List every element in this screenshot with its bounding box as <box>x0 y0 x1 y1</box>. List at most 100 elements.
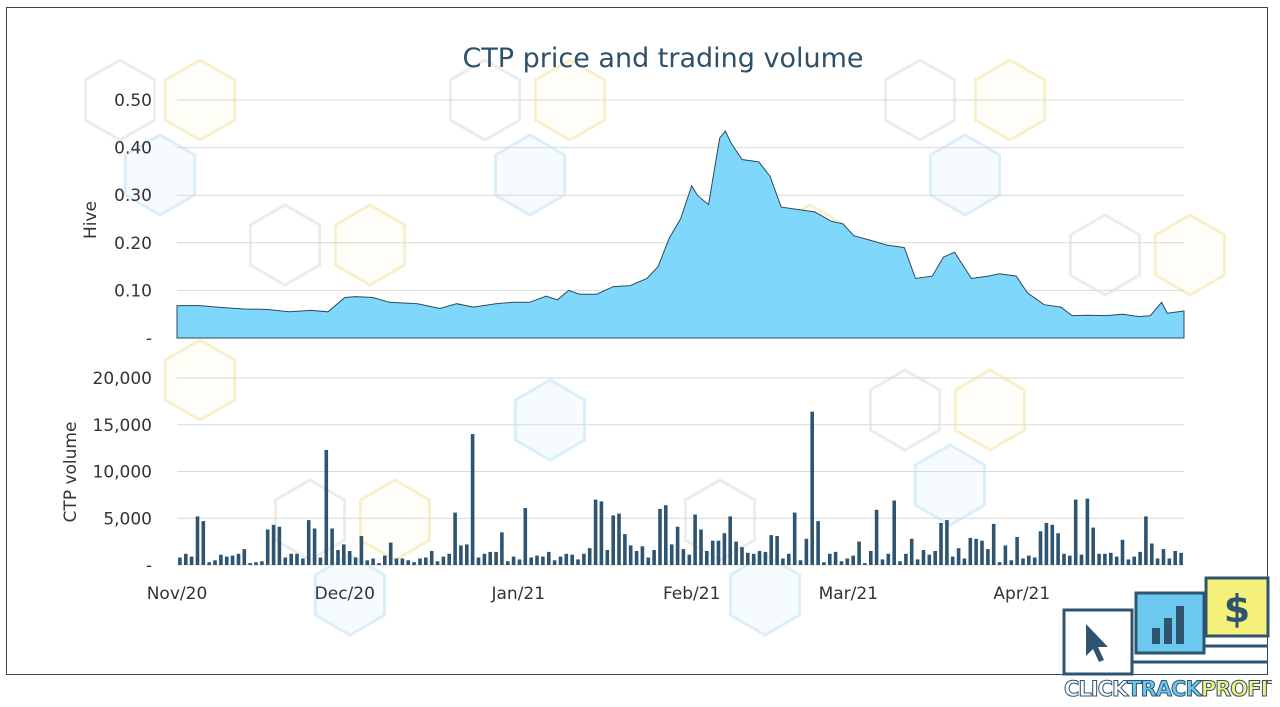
volume-bar <box>810 411 814 565</box>
watermark-hex-10 <box>333 203 407 287</box>
x-tick-label: Nov/20 <box>147 584 208 604</box>
volume-bar <box>781 558 785 565</box>
volume-bar <box>599 501 604 565</box>
volume-bar <box>792 512 797 565</box>
volume-bar <box>271 524 276 565</box>
volume-bar <box>787 553 791 565</box>
volume-bar <box>330 528 334 565</box>
volume-bar <box>880 559 885 565</box>
volume-bar <box>1167 558 1172 565</box>
volume-bar <box>1109 552 1113 565</box>
volume-bar <box>406 560 410 565</box>
watermark-hex-17 <box>953 368 1027 452</box>
volume-bar <box>611 515 615 565</box>
x-tick-label: Dec/20 <box>315 584 375 604</box>
volume-bar <box>470 434 475 565</box>
watermark-hex-20 <box>358 478 432 562</box>
watermark-hex-16 <box>868 368 942 452</box>
x-tick-label: Feb/21 <box>663 584 720 604</box>
price-tick-label: 0.30 <box>114 186 152 206</box>
volume-bar <box>547 551 551 565</box>
watermark-hex-13 <box>1153 213 1227 297</box>
volume-bar <box>1044 522 1049 565</box>
x-tick-label: Apr/21 <box>993 584 1050 604</box>
volume-bar <box>1003 545 1008 565</box>
volume-bar <box>986 549 990 565</box>
logo-word-click: CLICK <box>1064 677 1129 701</box>
volume-bar <box>956 548 961 565</box>
volume-bar <box>1062 553 1066 565</box>
watermark-hex-15 <box>513 378 587 462</box>
volume-bar <box>207 562 211 565</box>
volume-bar <box>1027 555 1031 565</box>
volume-bar <box>974 538 978 565</box>
chart-title: CTP price and trading volume <box>462 43 863 74</box>
volume-bar <box>968 537 973 565</box>
volume-bar <box>909 538 914 565</box>
logo-word-profit: PROFIT <box>1201 677 1272 701</box>
volume-bar <box>763 551 768 565</box>
volume-bar <box>324 450 329 565</box>
volume-bar <box>757 551 762 565</box>
volume-tick-label: 15,000 <box>93 416 152 436</box>
volume-bar <box>945 520 949 565</box>
volume-bar <box>570 554 574 565</box>
volume-bar <box>1068 555 1072 565</box>
watermark-hex-22 <box>728 553 802 637</box>
volume-bar <box>728 516 732 565</box>
volume-bar <box>377 563 381 565</box>
logo-dollar-tile <box>1204 576 1270 638</box>
volume-bar <box>675 526 680 565</box>
watermark-hex-3 <box>448 58 522 142</box>
volume-bar <box>623 534 627 565</box>
volume-axis-title: CTP volume <box>61 422 81 523</box>
price-tick-label: 0.50 <box>114 91 152 111</box>
volume-bar <box>658 508 662 565</box>
volume-bar <box>441 556 446 565</box>
volume-bar <box>997 562 1002 565</box>
volume-bar <box>347 551 352 565</box>
price-tick-label: - <box>146 329 152 349</box>
volume-bar <box>839 561 844 565</box>
volume-tick-label: - <box>146 556 152 576</box>
volume-bar <box>587 548 592 565</box>
volume-bar <box>506 561 510 565</box>
volume-bar <box>915 559 920 565</box>
volume-tick-label: 5,000 <box>103 509 152 529</box>
volume-bar <box>822 562 826 565</box>
volume-bar <box>224 556 229 565</box>
volume-tick-label: 10,000 <box>93 463 152 483</box>
volume-bar <box>927 554 932 565</box>
volume-bar <box>265 529 270 565</box>
volume-bar <box>863 563 867 565</box>
price-tick-label: 0.10 <box>114 281 152 301</box>
volume-bar <box>705 551 709 565</box>
volume-bar <box>576 559 580 565</box>
dollar-icon: $ <box>1224 587 1250 631</box>
volume-bar <box>353 557 358 565</box>
x-axis-ticks: Nov/20 Dec/20 Jan/21 Feb/21 Mar/21 Apr/21 <box>147 584 1050 604</box>
volume-bar <box>1179 552 1183 565</box>
volume-bar <box>751 553 756 565</box>
volume-bar <box>301 558 305 565</box>
volume-bar <box>511 556 516 565</box>
price-y-ticks: - 0.10 0.20 0.30 0.40 0.50 <box>114 91 152 349</box>
volume-bar <box>991 523 996 565</box>
volume-bar <box>681 549 686 565</box>
volume-bar <box>769 535 773 565</box>
volume-bar <box>1155 558 1160 565</box>
watermark-hex-6 <box>883 58 957 142</box>
volume-bar <box>365 560 370 565</box>
volume-bar <box>529 557 533 565</box>
volume-bar <box>242 549 247 565</box>
x-tick-label: Mar/21 <box>819 584 878 604</box>
watermark-hex-18 <box>913 443 987 527</box>
volume-bar <box>178 557 182 565</box>
volume-bar <box>453 512 457 565</box>
volume-bar <box>277 526 282 565</box>
volume-bar <box>201 521 206 565</box>
price-tick-label: 0.40 <box>114 139 152 159</box>
price-axis-title: Hive <box>81 201 101 239</box>
volume-bar <box>230 555 235 565</box>
volume-bar <box>857 541 861 565</box>
